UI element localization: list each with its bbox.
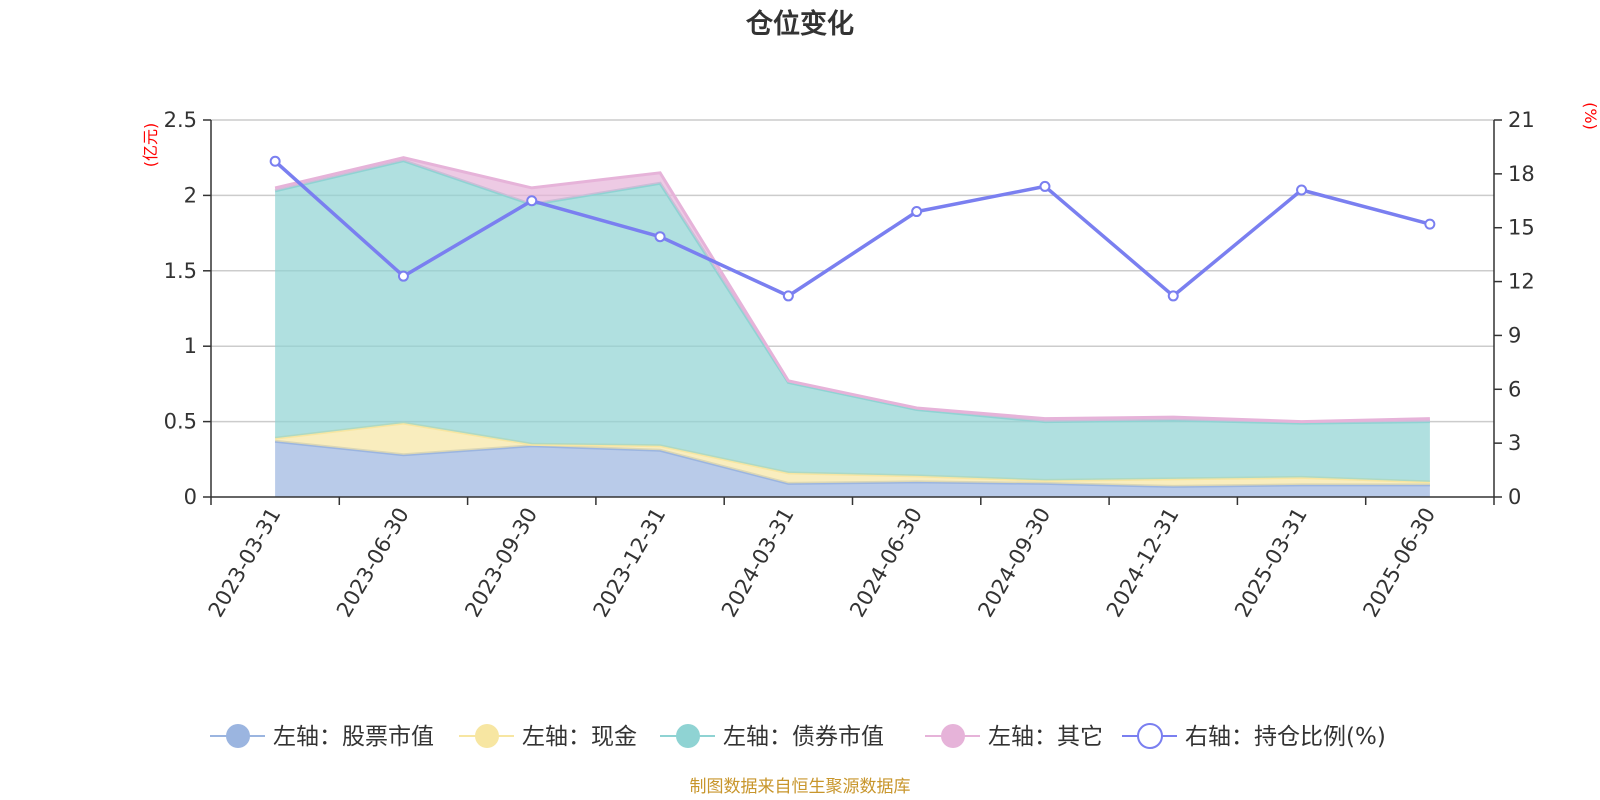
ratio-point[interactable] bbox=[1424, 218, 1436, 230]
right-axis-unit: (%) bbox=[1581, 102, 1600, 130]
x-tick-label: 2023-09-30 bbox=[460, 504, 542, 622]
ratio-point[interactable] bbox=[526, 195, 538, 207]
right-tick-label: 3 bbox=[1508, 431, 1521, 455]
legend: 左轴：股票市值 左轴：现金 左轴：债券市值 左轴：其它 右轴：持仓比例(%) bbox=[210, 723, 1386, 750]
left-tick-label: 0.5 bbox=[164, 410, 197, 434]
legend-marker bbox=[941, 724, 965, 748]
legend-label: 左轴：其它 bbox=[988, 724, 1103, 750]
ratio-point[interactable] bbox=[1296, 184, 1308, 196]
x-tick-label: 2025-06-30 bbox=[1358, 504, 1440, 622]
legend-label: 左轴：股票市值 bbox=[273, 724, 434, 750]
chart-title: 仓位变化 bbox=[745, 8, 854, 40]
x-tick-label: 2025-03-31 bbox=[1230, 504, 1312, 622]
left-tick-label: 1 bbox=[184, 334, 197, 358]
x-tick-label: 2024-09-30 bbox=[973, 504, 1055, 622]
ratio-point[interactable] bbox=[1167, 290, 1179, 302]
legend-label: 左轴：现金 bbox=[522, 724, 637, 750]
legend-marker bbox=[226, 724, 250, 748]
left-tick-label: 0 bbox=[184, 485, 197, 509]
x-tick-label: 2023-06-30 bbox=[332, 504, 414, 622]
legend-marker bbox=[475, 724, 499, 748]
x-tick-label: 2023-12-31 bbox=[589, 504, 671, 622]
left-axis-unit: (亿元) bbox=[141, 123, 160, 168]
right-tick-label: 21 bbox=[1508, 108, 1535, 132]
legend-marker bbox=[1137, 723, 1163, 749]
right-tick-label: 12 bbox=[1508, 270, 1535, 294]
ratio-point[interactable] bbox=[654, 231, 666, 243]
right-tick-label: 6 bbox=[1508, 377, 1521, 401]
area-series-1 bbox=[275, 441, 1430, 497]
area-series-2 bbox=[275, 423, 1430, 487]
data-source-note: 制图数据来自恒生聚源数据库 bbox=[690, 777, 911, 797]
x-tick-label: 2023-03-31 bbox=[204, 504, 286, 622]
ratio-point[interactable] bbox=[1039, 180, 1051, 192]
position-ratio-line bbox=[269, 155, 1436, 302]
legend-item-4[interactable]: 左轴：其它 bbox=[925, 724, 1103, 750]
ratio-point[interactable] bbox=[397, 270, 409, 282]
ratio-line-path bbox=[273, 159, 1431, 298]
right-tick-label: 9 bbox=[1508, 323, 1521, 347]
right-tick-label: 18 bbox=[1508, 162, 1535, 186]
legend-marker bbox=[676, 724, 700, 748]
x-tick-label: 2024-03-31 bbox=[717, 504, 799, 622]
legend-item-2[interactable]: 左轴：现金 bbox=[459, 724, 637, 750]
x-tick-label: 2024-06-30 bbox=[845, 504, 927, 622]
ratio-point[interactable] bbox=[269, 155, 281, 167]
stacked-areas bbox=[274, 156, 1430, 497]
legend-label: 右轴：持仓比例(%) bbox=[1185, 724, 1386, 750]
ratio-point[interactable] bbox=[911, 206, 923, 218]
right-tick-label: 0 bbox=[1508, 485, 1521, 509]
area-series-3 bbox=[275, 160, 1430, 482]
legend-item-3[interactable]: 左轴：债券市值 bbox=[660, 724, 884, 750]
right-tick-label: 15 bbox=[1508, 216, 1535, 240]
left-tick-label: 2.5 bbox=[164, 108, 197, 132]
x-tick-label: 2024-12-31 bbox=[1102, 504, 1184, 622]
left-tick-label: 2 bbox=[184, 183, 197, 207]
legend-item-5[interactable]: 右轴：持仓比例(%) bbox=[1122, 723, 1386, 750]
legend-label: 左轴：债券市值 bbox=[723, 724, 884, 750]
ratio-point[interactable] bbox=[782, 290, 794, 302]
legend-item-1[interactable]: 左轴：股票市值 bbox=[210, 724, 434, 750]
left-tick-label: 1.5 bbox=[164, 259, 197, 283]
area-edge-series-4 bbox=[274, 156, 1430, 424]
